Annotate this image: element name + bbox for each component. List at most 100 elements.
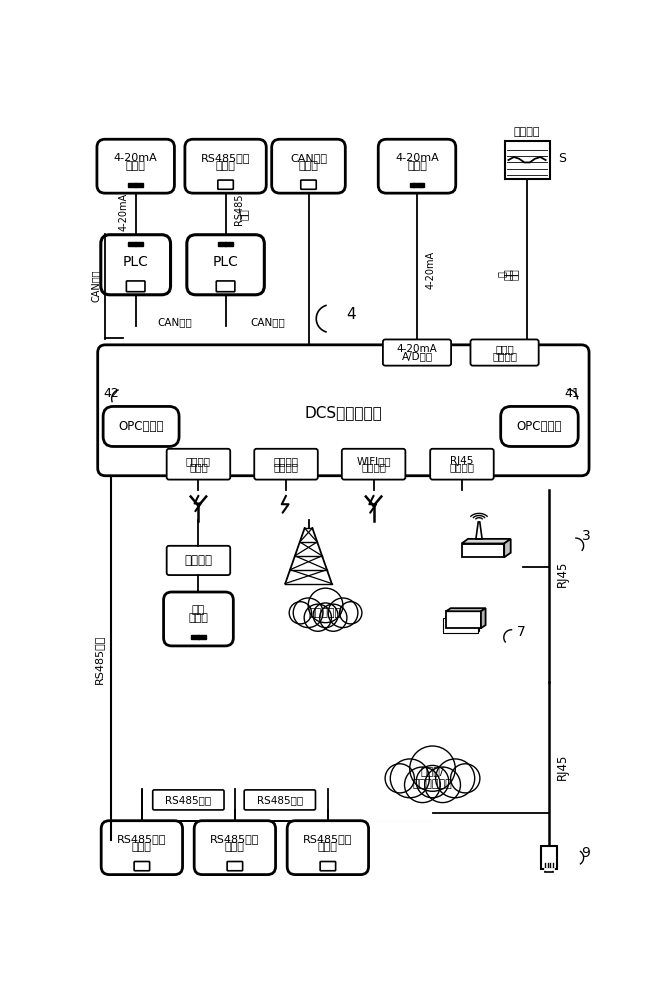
Circle shape bbox=[313, 603, 338, 628]
Circle shape bbox=[320, 604, 347, 631]
Text: RS485总线: RS485总线 bbox=[210, 834, 259, 844]
FancyBboxPatch shape bbox=[500, 406, 578, 446]
FancyBboxPatch shape bbox=[167, 449, 230, 480]
Text: RS485总线: RS485总线 bbox=[165, 795, 212, 805]
Circle shape bbox=[410, 746, 456, 791]
Polygon shape bbox=[481, 608, 486, 628]
Text: 传感器: 传感器 bbox=[299, 161, 318, 171]
Text: PLC: PLC bbox=[123, 255, 149, 269]
FancyBboxPatch shape bbox=[379, 139, 456, 193]
FancyBboxPatch shape bbox=[244, 790, 316, 810]
Text: RS485总线: RS485总线 bbox=[117, 834, 167, 844]
Circle shape bbox=[308, 588, 343, 623]
Text: RS485: RS485 bbox=[234, 194, 244, 225]
FancyBboxPatch shape bbox=[187, 235, 265, 295]
Circle shape bbox=[289, 602, 312, 624]
Bar bbox=[505, 141, 549, 179]
Text: OPC客户端: OPC客户端 bbox=[119, 420, 164, 433]
Text: 量输: 量输 bbox=[502, 268, 513, 280]
Text: WIFI无线: WIFI无线 bbox=[356, 456, 391, 466]
Text: 4-20mA: 4-20mA bbox=[119, 193, 129, 231]
Text: CAN总线: CAN总线 bbox=[290, 153, 327, 163]
Text: 传感器: 传感器 bbox=[188, 613, 208, 623]
Circle shape bbox=[425, 767, 460, 803]
FancyBboxPatch shape bbox=[134, 862, 149, 871]
FancyBboxPatch shape bbox=[185, 139, 266, 193]
Text: 网络接口: 网络接口 bbox=[450, 463, 474, 473]
Text: RJ45: RJ45 bbox=[555, 561, 568, 587]
Text: 3: 3 bbox=[582, 529, 590, 543]
Circle shape bbox=[391, 759, 429, 798]
Text: 总线: 总线 bbox=[239, 208, 249, 220]
Text: 传感器: 传感器 bbox=[318, 842, 338, 852]
Polygon shape bbox=[462, 539, 511, 544]
Text: 42: 42 bbox=[103, 387, 119, 400]
Circle shape bbox=[328, 598, 358, 628]
Circle shape bbox=[405, 767, 440, 803]
FancyBboxPatch shape bbox=[342, 449, 405, 480]
Text: 4: 4 bbox=[346, 307, 356, 322]
Polygon shape bbox=[446, 608, 486, 611]
Text: 出: 出 bbox=[496, 271, 507, 277]
Text: 监控设备: 监控设备 bbox=[514, 127, 540, 137]
Circle shape bbox=[304, 604, 332, 631]
Text: DCS监控一体机: DCS监控一体机 bbox=[304, 405, 383, 420]
Text: 器接口: 器接口 bbox=[189, 463, 208, 473]
Text: 传感器: 传感器 bbox=[132, 842, 152, 852]
Text: 无线模块: 无线模块 bbox=[184, 554, 212, 567]
Text: 无线传感: 无线传感 bbox=[186, 456, 211, 466]
Text: 开关量: 开关量 bbox=[495, 344, 514, 354]
FancyBboxPatch shape bbox=[103, 406, 179, 446]
Text: RS485总线: RS485总线 bbox=[257, 795, 303, 805]
Text: 4-20mA: 4-20mA bbox=[397, 344, 438, 354]
Text: 传感器: 传感器 bbox=[126, 161, 145, 171]
FancyBboxPatch shape bbox=[383, 339, 451, 366]
FancyBboxPatch shape bbox=[163, 592, 233, 646]
FancyBboxPatch shape bbox=[153, 790, 224, 810]
Text: RS485总线: RS485总线 bbox=[201, 153, 251, 163]
Text: PLC: PLC bbox=[212, 255, 239, 269]
FancyBboxPatch shape bbox=[470, 339, 539, 366]
FancyBboxPatch shape bbox=[100, 235, 171, 295]
Text: 4-20mA: 4-20mA bbox=[395, 153, 439, 163]
Text: OPC服务器: OPC服务器 bbox=[517, 420, 562, 433]
Bar bbox=[541, 846, 557, 869]
Text: 传感器: 传感器 bbox=[407, 161, 427, 171]
Text: 网络接口: 网络接口 bbox=[273, 463, 299, 473]
FancyBboxPatch shape bbox=[218, 180, 233, 189]
Text: RS485总线: RS485总线 bbox=[304, 834, 352, 844]
Text: RJ45: RJ45 bbox=[450, 456, 474, 466]
Circle shape bbox=[451, 764, 480, 793]
Text: 4-20mA: 4-20mA bbox=[426, 251, 436, 289]
Bar bbox=[545, 869, 553, 872]
Text: 网络接口: 网络接口 bbox=[361, 463, 386, 473]
Text: 传感器: 传感器 bbox=[216, 161, 236, 171]
Text: 传感器: 传感器 bbox=[225, 842, 245, 852]
FancyBboxPatch shape bbox=[272, 139, 345, 193]
Text: 9: 9 bbox=[582, 846, 590, 860]
Text: CAN总线: CAN总线 bbox=[90, 269, 100, 302]
Text: CAN总线: CAN总线 bbox=[158, 317, 192, 327]
Circle shape bbox=[385, 764, 415, 793]
Circle shape bbox=[293, 598, 323, 628]
FancyBboxPatch shape bbox=[101, 821, 182, 875]
Text: RS485总线: RS485总线 bbox=[94, 634, 105, 684]
Polygon shape bbox=[446, 611, 481, 628]
Text: 无线: 无线 bbox=[192, 605, 205, 615]
FancyBboxPatch shape bbox=[320, 862, 336, 871]
Text: 开关: 开关 bbox=[509, 268, 519, 280]
Text: CAN总线: CAN总线 bbox=[250, 317, 285, 327]
FancyBboxPatch shape bbox=[194, 821, 275, 875]
FancyBboxPatch shape bbox=[98, 345, 589, 476]
Polygon shape bbox=[444, 616, 480, 631]
FancyBboxPatch shape bbox=[430, 449, 494, 480]
Text: 7: 7 bbox=[517, 625, 526, 639]
FancyBboxPatch shape bbox=[216, 281, 235, 292]
Text: 移动通信: 移动通信 bbox=[273, 456, 299, 466]
FancyBboxPatch shape bbox=[97, 139, 174, 193]
Circle shape bbox=[436, 759, 475, 798]
FancyBboxPatch shape bbox=[127, 281, 145, 292]
Circle shape bbox=[416, 765, 449, 798]
Text: 互联网/: 互联网/ bbox=[421, 766, 444, 776]
Text: 4-20mA: 4-20mA bbox=[114, 153, 157, 163]
